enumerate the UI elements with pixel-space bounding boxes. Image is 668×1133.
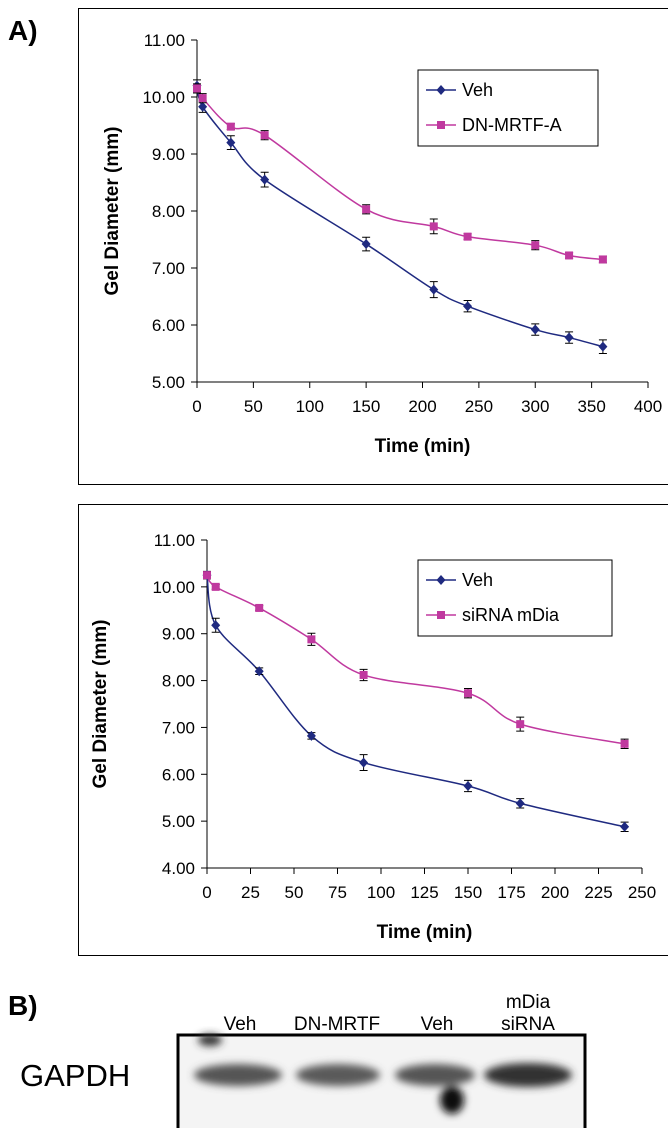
- marker: [430, 222, 438, 230]
- y-tick-label: 6.00: [152, 316, 185, 335]
- marker: [359, 758, 368, 768]
- legend-marker: [437, 611, 445, 619]
- marker: [362, 205, 370, 213]
- marker: [565, 251, 573, 259]
- marker: [255, 604, 263, 612]
- marker: [193, 84, 201, 92]
- y-tick-label: 6.00: [162, 765, 195, 784]
- x-tick-label: 225: [584, 883, 612, 902]
- marker: [621, 740, 629, 748]
- marker: [531, 325, 540, 335]
- x-tick-label: 300: [521, 397, 549, 416]
- legend: Veh siRNA mDia: [418, 560, 612, 636]
- legend-marker: [437, 121, 445, 129]
- x-tick-label: 75: [328, 883, 347, 902]
- lane-label: Veh: [421, 1014, 454, 1035]
- marker: [598, 342, 607, 352]
- x-tick-label: 200: [541, 883, 569, 902]
- y-tick-label: 5.00: [162, 812, 195, 831]
- y-axis-label: Gel Diameter (mm): [102, 127, 123, 296]
- y-tick-label: 8.00: [152, 202, 185, 221]
- x-tick-label: 50: [285, 883, 304, 902]
- x-tick-label: 25: [241, 883, 260, 902]
- y-tick-label: 4.00: [162, 859, 195, 878]
- legend-label: Veh: [462, 80, 493, 100]
- marker: [211, 620, 220, 630]
- lane-label: DN-MRTF: [294, 1014, 380, 1035]
- marker: [203, 571, 211, 579]
- x-tick-label: 125: [410, 883, 438, 902]
- y-tick-label: 5.00: [152, 373, 185, 392]
- x-tick-label: 250: [465, 397, 493, 416]
- marker: [360, 671, 368, 679]
- x-axis-label: Time (min): [377, 922, 473, 943]
- marker: [599, 255, 607, 263]
- lane-label: Veh: [224, 1014, 257, 1035]
- marker: [212, 583, 220, 591]
- x-axis-label: Time (min): [375, 436, 471, 457]
- marker: [227, 123, 235, 131]
- y-tick-label: 11.00: [154, 531, 195, 550]
- x-tick-label: 150: [352, 397, 380, 416]
- blot-row-label: GAPDH: [20, 1058, 130, 1093]
- blot-spot: [440, 1086, 464, 1114]
- marker: [565, 333, 574, 343]
- x-tick-label: 100: [296, 397, 324, 416]
- lane-label: mDia: [506, 992, 551, 1013]
- marker: [362, 239, 371, 249]
- marker: [199, 94, 207, 102]
- band: [395, 1064, 475, 1086]
- legend-label: Veh: [462, 570, 493, 590]
- x-tick-label: 200: [408, 397, 436, 416]
- y-tick-label: 11.00: [144, 31, 185, 50]
- marker: [516, 720, 524, 728]
- panel-label: A): [8, 15, 38, 46]
- marker: [464, 233, 472, 241]
- marker: [531, 241, 539, 249]
- y-tick-label: 9.00: [162, 625, 195, 644]
- legend-label: DN-MRTF-A: [462, 115, 562, 135]
- x-tick-label: 100: [367, 883, 395, 902]
- panel-label: B): [8, 990, 38, 1021]
- lane-label: siRNA: [501, 1014, 555, 1035]
- marker: [620, 822, 629, 832]
- marker: [516, 798, 525, 808]
- y-tick-label: 10.00: [152, 578, 195, 597]
- legend-label: siRNA mDia: [462, 605, 560, 625]
- x-tick-label: 50: [244, 397, 263, 416]
- marker: [261, 131, 269, 139]
- marker: [429, 285, 438, 295]
- x-tick-label: 150: [454, 883, 482, 902]
- x-tick-label: 0: [202, 883, 211, 902]
- marker: [307, 635, 315, 643]
- marker: [464, 781, 473, 791]
- y-tick-label: 7.00: [162, 718, 195, 737]
- marker: [260, 175, 269, 185]
- y-axis-label: Gel Diameter (mm): [90, 620, 111, 789]
- y-tick-label: 9.00: [152, 145, 185, 164]
- y-tick-label: 7.00: [152, 259, 185, 278]
- x-tick-label: 0: [192, 397, 201, 416]
- legend: Veh DN-MRTF-A: [418, 70, 598, 146]
- x-tick-label: 400: [634, 397, 662, 416]
- blot-spot: [198, 1034, 222, 1046]
- x-tick-label: 175: [497, 883, 525, 902]
- x-tick-label: 250: [628, 883, 656, 902]
- band: [296, 1064, 380, 1086]
- marker: [464, 689, 472, 697]
- x-tick-label: 350: [577, 397, 605, 416]
- y-tick-label: 10.00: [142, 88, 185, 107]
- band: [194, 1064, 282, 1086]
- marker: [463, 301, 472, 311]
- band: [484, 1063, 572, 1087]
- y-tick-label: 8.00: [162, 672, 195, 691]
